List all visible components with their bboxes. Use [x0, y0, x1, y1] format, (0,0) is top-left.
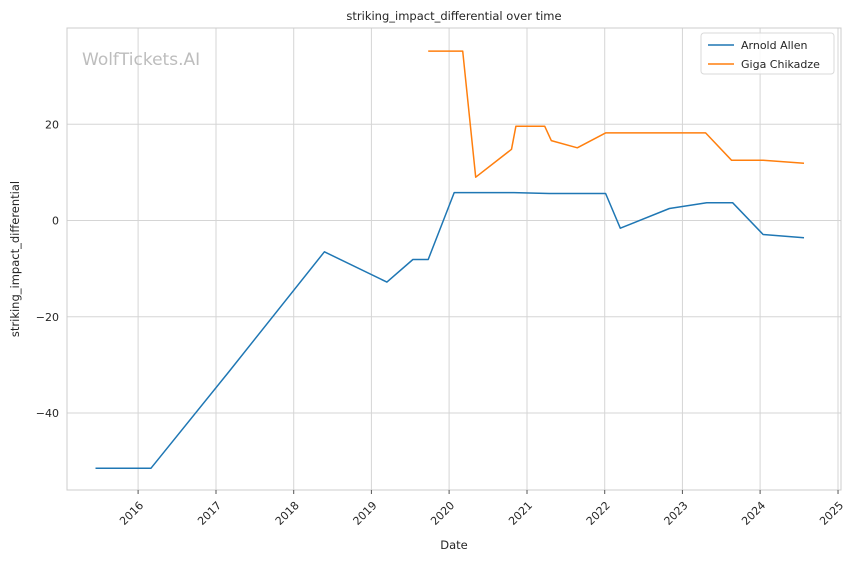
x-tick-label: 2025 [817, 499, 846, 528]
y-tick-label: −20 [36, 311, 59, 324]
legend-label-giga-chikadze: Giga Chikadze [741, 58, 820, 71]
x-tick-label: 2016 [117, 499, 146, 528]
x-tick-label: 2021 [506, 499, 535, 528]
x-tick-label: 2018 [273, 499, 302, 528]
x-tick-label: 2024 [739, 499, 768, 528]
x-tick-label: 2023 [662, 499, 691, 528]
series-lines [95, 50, 805, 470]
grid-lines [67, 28, 841, 490]
y-tick-label: 0 [52, 215, 59, 228]
watermark-text: WolfTickets.AI [82, 50, 200, 70]
legend-box [700, 32, 835, 75]
x-axis-label: Date [440, 538, 468, 552]
legend: Arnold Allen Giga Chikadze [700, 32, 835, 75]
series-line-arnold-allen [95, 191, 805, 470]
y-tick-label: 20 [45, 118, 59, 131]
legend-label-arnold-allen: Arnold Allen [741, 39, 807, 52]
x-tick-label: 2017 [195, 499, 224, 528]
chart-title: striking_impact_differential over time [346, 9, 561, 23]
series-line-giga-chikadze [428, 50, 805, 178]
x-tick-label: 2022 [584, 499, 613, 528]
plot-frame [66, 27, 842, 491]
y-tick-label: −40 [36, 407, 59, 420]
y-axis-label: striking_impact_differential [8, 181, 22, 337]
x-tick-label: 2020 [428, 499, 457, 528]
x-tick-label: 2019 [351, 499, 380, 528]
tick-labels: 2016 2017 2018 2019 2020 2021 2022 2023 2024 2025… [36, 118, 846, 528]
